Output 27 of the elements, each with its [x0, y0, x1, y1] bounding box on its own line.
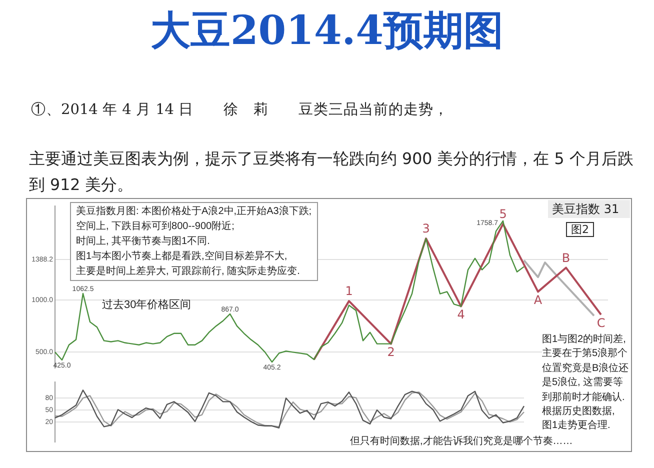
text: 根据历史图数据,	[542, 405, 631, 420]
annotation: B	[562, 250, 570, 265]
annotation: 但只有时间数据,才能告诉我们究竟是哪个节奏……	[350, 436, 573, 448]
annotation: 美豆指数月图: 本图价格处于A浪2中,正开始A3浪下跌;	[76, 204, 312, 219]
annotation: 5	[499, 207, 507, 222]
annotation: 主要是时间上差异大, 可跟踪前行, 随实际走势应变.	[76, 264, 301, 279]
caption: 图1走势更合理.	[542, 419, 631, 434]
annotation: 美豆指数 31	[548, 200, 630, 218]
annotation: 2	[387, 344, 395, 359]
text: 主要通过美豆图表为例，提示了豆类将有一轮跌向约 900 美分的行情，在 5 个月后跌到 912 美分。	[29, 148, 634, 196]
annotation: C	[596, 316, 606, 330]
annotation: 4	[457, 307, 465, 322]
annotation: 空间上, 下跌目标可到800--900附近;	[76, 220, 236, 234]
annotation: 图1与图2的时间差,	[542, 333, 631, 348]
text: 到那前时才能确认.	[542, 390, 631, 406]
chart-subtitle: ①、2014 年 4 月 14 日 徐 莉 豆类三品当前的走势，	[31, 101, 449, 119]
annotation: 位置究竟是B浪位还	[542, 362, 631, 376]
annotation: 图2	[566, 222, 594, 237]
text: 是5浪位, 这需要等	[542, 376, 631, 391]
annotation: 时间上, 其平衡节奏与图1不同.	[76, 234, 211, 249]
annotation: 图1与本图小节奏上都是看跌,空间目标差异不大,	[76, 250, 288, 264]
chart-title: 大豆2014.4预期图	[149, 7, 505, 54]
annotation: A	[534, 292, 543, 307]
annotation: 3	[422, 222, 430, 236]
annotation: 1	[345, 284, 353, 298]
annotation: 过去30年价格区间	[102, 298, 192, 312]
annotation: 主要在于第5浪那个	[542, 347, 631, 362]
